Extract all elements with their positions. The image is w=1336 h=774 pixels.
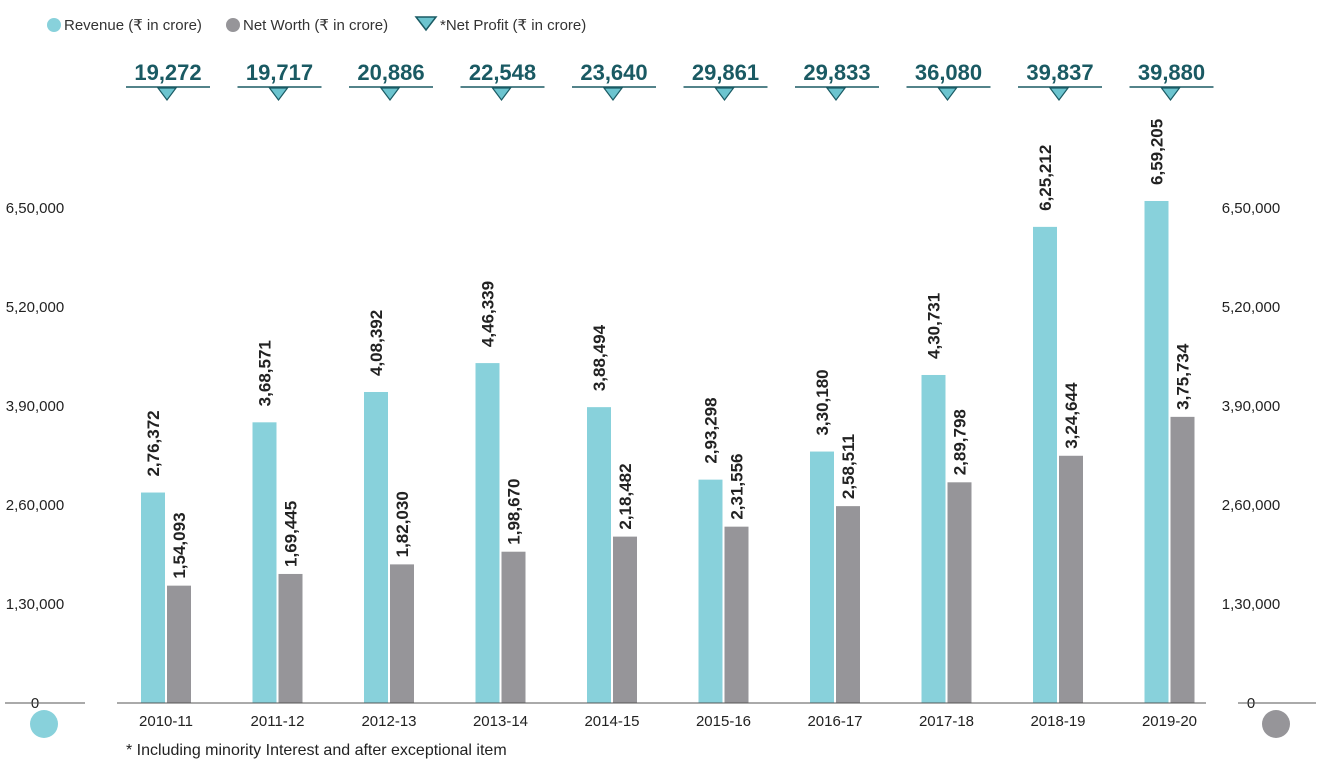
x-category-label: 2016-17 <box>807 713 862 730</box>
revenue-bar <box>252 422 277 703</box>
net-profit-value: 19,272 <box>134 60 201 85</box>
bar-value-labels: 2,76,372 1,54,093 3,68,571 1,69,445 4,08,392… <box>144 119 1193 579</box>
y-tick-label-left: 5,20,000 <box>6 299 64 316</box>
y-tick-label-right: 2,60,000 <box>1222 497 1280 514</box>
x-category-label: 2012-13 <box>361 713 416 730</box>
revenue-value-label: 3,30,180 <box>813 369 832 435</box>
y-tick-label-left: 1,30,000 <box>6 596 64 613</box>
net-profit-row: 19,272 19,717 20,886 22,548 23,640 29,861 29,8… <box>126 60 1214 101</box>
x-category-label: 2011-12 <box>251 713 305 730</box>
networth-value-label: 1,54,093 <box>170 512 189 578</box>
y-tick-label-left: 3,90,000 <box>6 398 64 415</box>
legend-revenue-swatch <box>47 18 61 32</box>
net-profit-triangle-icon <box>268 87 289 101</box>
revenue-bar <box>1144 200 1169 703</box>
networth-value-label: 2,18,482 <box>616 463 635 529</box>
net-profit-triangle-icon <box>937 87 958 101</box>
x-category-label: 2018-19 <box>1030 713 1085 730</box>
net-profit-triangle-icon <box>714 87 735 101</box>
net-profit-value: 19,717 <box>246 60 313 85</box>
networth-bar <box>1059 455 1083 703</box>
net-profit-triangle-icon <box>156 87 178 101</box>
revenue-bar <box>141 492 165 703</box>
net-profit-triangle-icon <box>491 87 512 101</box>
networth-value-label: 2,31,556 <box>728 453 747 519</box>
y-tick-label-right: 6,50,000 <box>1222 200 1280 217</box>
net-profit-value: 39,880 <box>1138 60 1205 85</box>
networth-bar <box>390 564 414 703</box>
legend-networth-swatch <box>226 18 240 32</box>
net-profit-value: 36,080 <box>915 60 982 85</box>
networth-bar <box>724 526 749 703</box>
revenue-value-label: 3,68,571 <box>256 340 275 406</box>
bars <box>141 200 1195 703</box>
networth-value-label: 2,58,511 <box>839 434 858 499</box>
networth-bar <box>167 585 191 703</box>
revenue-bar <box>364 391 388 703</box>
net-profit-triangle-icon <box>1160 87 1181 101</box>
legend-profit-label: *Net Profit (₹ in crore) <box>440 17 586 34</box>
x-category-label: 2019-20 <box>1142 713 1197 730</box>
net-profit-triangle-icon <box>379 87 401 101</box>
net-profit-triangle-icon <box>825 87 847 101</box>
x-category-label: 2015-16 <box>696 713 751 730</box>
networth-value-label: 1,82,030 <box>393 491 412 557</box>
net-profit-value: 20,886 <box>357 60 424 85</box>
revenue-bar <box>921 374 946 703</box>
networth-value-label: 3,75,734 <box>1174 343 1193 410</box>
legend-revenue-label: Revenue (₹ in crore) <box>64 17 202 34</box>
x-axis-categories: 2010-11 2011-12 2012-13 2013-14 2014-15 2015-… <box>139 713 1197 730</box>
y-tick-label-left: 6,50,000 <box>6 200 64 217</box>
revenue-value-label: 2,93,298 <box>702 397 721 463</box>
legend-profit-triangle-icon <box>414 16 438 32</box>
net-profit-value: 29,833 <box>803 60 870 85</box>
revenue-value-label: 2,76,372 <box>144 410 163 476</box>
x-category-label: 2014-15 <box>584 713 639 730</box>
right-axis-networth-marker <box>1262 710 1290 738</box>
legend: Revenue (₹ in crore) Net Worth (₹ in cro… <box>47 16 586 34</box>
revenue-bar <box>475 363 500 703</box>
networth-value-label: 2,89,798 <box>951 409 970 475</box>
net-profit-value: 22,548 <box>469 60 536 85</box>
footnote: * Including minority Interest and after … <box>126 742 507 759</box>
networth-bar <box>501 551 526 703</box>
networth-bar <box>836 506 860 703</box>
y-tick-label-left: 2,60,000 <box>6 497 64 514</box>
x-category-label: 2010-11 <box>139 713 193 730</box>
y-tick-label-right: 1,30,000 <box>1222 596 1280 613</box>
revenue-value-label: 6,59,205 <box>1148 119 1167 185</box>
revenue-value-label: 6,25,212 <box>1036 145 1055 211</box>
x-category-label: 2017-18 <box>919 713 974 730</box>
revenue-bar <box>810 451 834 703</box>
y-tick-label-right: 3,90,000 <box>1222 398 1280 415</box>
networth-bar <box>278 573 303 703</box>
networth-value-label: 3,24,644 <box>1062 382 1081 449</box>
x-category-label: 2013-14 <box>473 713 528 730</box>
revenue-bar <box>587 407 611 703</box>
revenue-bar <box>698 479 723 703</box>
left-axis-revenue-marker <box>30 710 58 738</box>
networth-bar <box>1170 416 1195 703</box>
net-profit-value: 39,837 <box>1026 60 1093 85</box>
net-profit-value: 29,861 <box>692 60 759 85</box>
networth-value-label: 1,69,445 <box>282 501 301 567</box>
networth-bar <box>947 482 972 703</box>
y-tick-label-right: 5,20,000 <box>1222 299 1280 316</box>
net-profit-value: 23,640 <box>580 60 647 85</box>
revenue-bar <box>1033 226 1057 703</box>
networth-bar <box>613 536 637 703</box>
net-profit-triangle-icon <box>602 87 624 101</box>
revenue-value-label: 4,30,731 <box>925 293 944 359</box>
revenue-value-label: 4,08,392 <box>367 310 386 376</box>
revenue-value-label: 4,46,339 <box>479 281 498 347</box>
networth-value-label: 1,98,670 <box>505 479 524 545</box>
legend-networth-label: Net Worth (₹ in crore) <box>243 17 388 34</box>
net-profit-triangle-icon <box>1048 87 1070 101</box>
revenue-value-label: 3,88,494 <box>590 324 609 391</box>
